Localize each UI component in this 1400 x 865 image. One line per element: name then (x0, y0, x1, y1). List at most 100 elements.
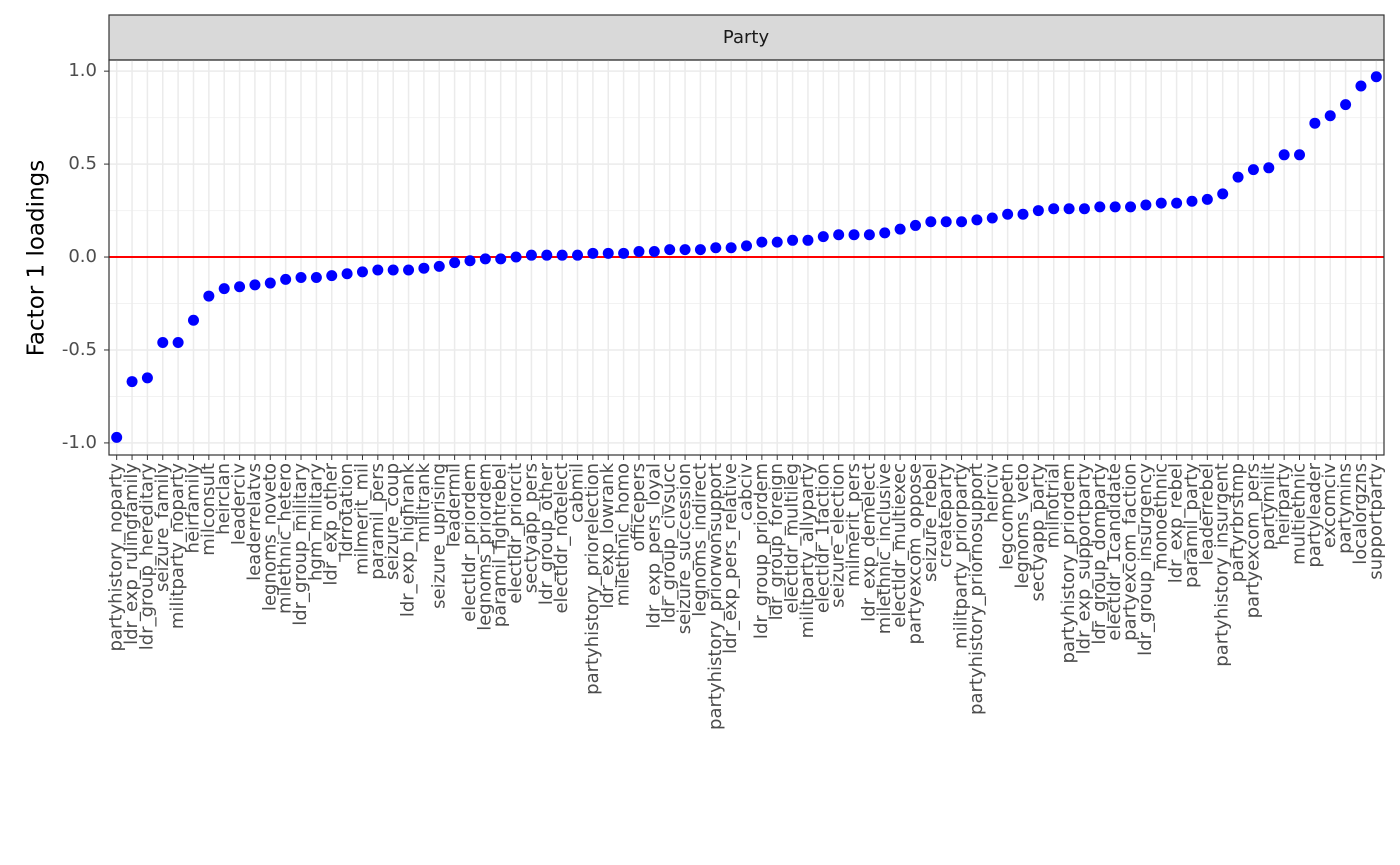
x-tick-label: legnoms_priordem (474, 463, 495, 631)
x-tick-label: hgm_military (305, 463, 326, 581)
x-tick-label: partyhistory_noparty (106, 463, 127, 652)
x-tick-label: ldr_group_military (290, 463, 311, 626)
point (1048, 203, 1060, 215)
x-tick-label: militparty_priorparty (951, 463, 972, 649)
point (771, 236, 783, 248)
x-tick-label: partyhistory_insurgent (1212, 463, 1233, 667)
x-tick-label: ldr_group_civsucc (659, 463, 680, 623)
x-tick-label: heirfamily (182, 463, 203, 554)
point (1324, 110, 1336, 122)
x-tick-label: partyexcom_oppose (904, 463, 925, 644)
x-tick-label: partyhistory_priorwonsupport (705, 463, 726, 730)
point (956, 216, 968, 228)
x-tick-label: milnotrial (1043, 463, 1064, 548)
x-tick-label: paramil_pers (367, 463, 388, 580)
point (940, 216, 952, 228)
x-tick-label: multiethnic (1289, 463, 1310, 565)
point (1109, 201, 1121, 213)
point (372, 264, 384, 276)
x-tick-label: ldr_group_other (536, 462, 557, 605)
x-tick-label: paramil_party (1181, 463, 1202, 588)
y-tick-label: 1.0 (68, 60, 97, 81)
x-tick-label: partyleader (1304, 462, 1325, 567)
x-tick-label: ldr_exp_rulingfamily (121, 463, 142, 645)
point (787, 234, 799, 246)
x-tick-label: seizure_rebel (920, 463, 941, 582)
x-tick-label: monoethnic (1150, 463, 1171, 570)
point (618, 247, 630, 259)
point (234, 281, 246, 293)
point (664, 244, 676, 256)
x-tick-label: heirclan (213, 463, 234, 535)
x-tick-label: militparty_allyparty (797, 463, 818, 639)
x-tick-label: ldr_exp_lowrank (597, 462, 618, 608)
point (694, 244, 706, 256)
point (218, 283, 230, 295)
point (741, 240, 752, 252)
point (879, 227, 891, 239)
x-tick-label: legnoms_noveto (259, 463, 280, 611)
x-tick-label: ldrrotation (336, 463, 357, 557)
x-tick-label: milethnic_homo (613, 463, 634, 606)
point (495, 253, 507, 265)
x-tick-label: ldr_exp_rebel (1166, 463, 1187, 583)
x-tick-label: officepers (628, 463, 649, 552)
x-tick-label: ldr_exp_supportparty (1073, 463, 1094, 655)
x-tick-label: militrank (413, 462, 434, 542)
x-tick-label: seizure_succession (674, 463, 695, 634)
point (1032, 205, 1044, 217)
point (602, 247, 614, 259)
x-tick-label: partyexcom_faction (1120, 463, 1141, 641)
point (418, 262, 430, 274)
point (587, 247, 599, 259)
point (387, 264, 399, 276)
x-tick-label: ldr_exp_pers_loyal (643, 463, 664, 629)
x-tick-label: cabmil (567, 463, 588, 523)
x-tick-label: ldr_exp_highrank (398, 462, 419, 617)
x-tick-label: partymins (1335, 463, 1356, 554)
point (1340, 99, 1352, 111)
point (909, 219, 921, 231)
x-tick-label: leaderciv (229, 463, 250, 546)
point (1278, 149, 1290, 161)
x-tick-label: partyhistory_priornosupport (966, 463, 987, 715)
x-tick-label: ldr_group_insurgency (1135, 463, 1156, 656)
x-tick-label: electldr_1candidate (1104, 463, 1125, 641)
point (986, 212, 998, 224)
x-tick-label: milethnic_inclusive (874, 463, 895, 634)
point (679, 244, 691, 256)
point (1125, 201, 1137, 213)
point (1309, 117, 1321, 129)
x-tick-label: partyrbrstmp (1227, 463, 1248, 582)
x-tick-label: localorgzns (1350, 463, 1371, 565)
point (326, 270, 338, 282)
point (203, 290, 215, 302)
point (541, 249, 553, 261)
x-tick-label: leaderrelatvs (244, 463, 265, 581)
point (802, 234, 814, 246)
x-tick-label: electldr_1faction (812, 463, 833, 613)
x-tick-label: heirciv (981, 463, 1002, 523)
x-tick-label: partyhistory_priordem (1058, 463, 1079, 663)
x-tick-label: paramil_fightrebel (490, 463, 511, 627)
x-tick-label: legnoms_veto (1012, 463, 1033, 589)
point (126, 376, 138, 388)
point (525, 249, 537, 261)
point (710, 242, 722, 254)
x-tick-label: partyexcom_pers (1242, 463, 1263, 618)
x-tick-label: milmerit_mil (351, 463, 372, 575)
point (1217, 188, 1229, 200)
point (356, 266, 368, 278)
point (1294, 149, 1306, 161)
x-tick-label: seizure_election (828, 463, 849, 608)
y-tick-label: 0.5 (68, 153, 97, 174)
x-tick-label: heirparty (1273, 463, 1294, 546)
x-tick-label: leadermil (444, 463, 465, 547)
point (1078, 203, 1090, 215)
facet-strip (108, 14, 1385, 61)
point (172, 337, 184, 349)
point (1155, 197, 1167, 209)
x-tick-label: legcompetn (997, 463, 1018, 570)
point (157, 337, 169, 349)
point (1355, 80, 1367, 92)
